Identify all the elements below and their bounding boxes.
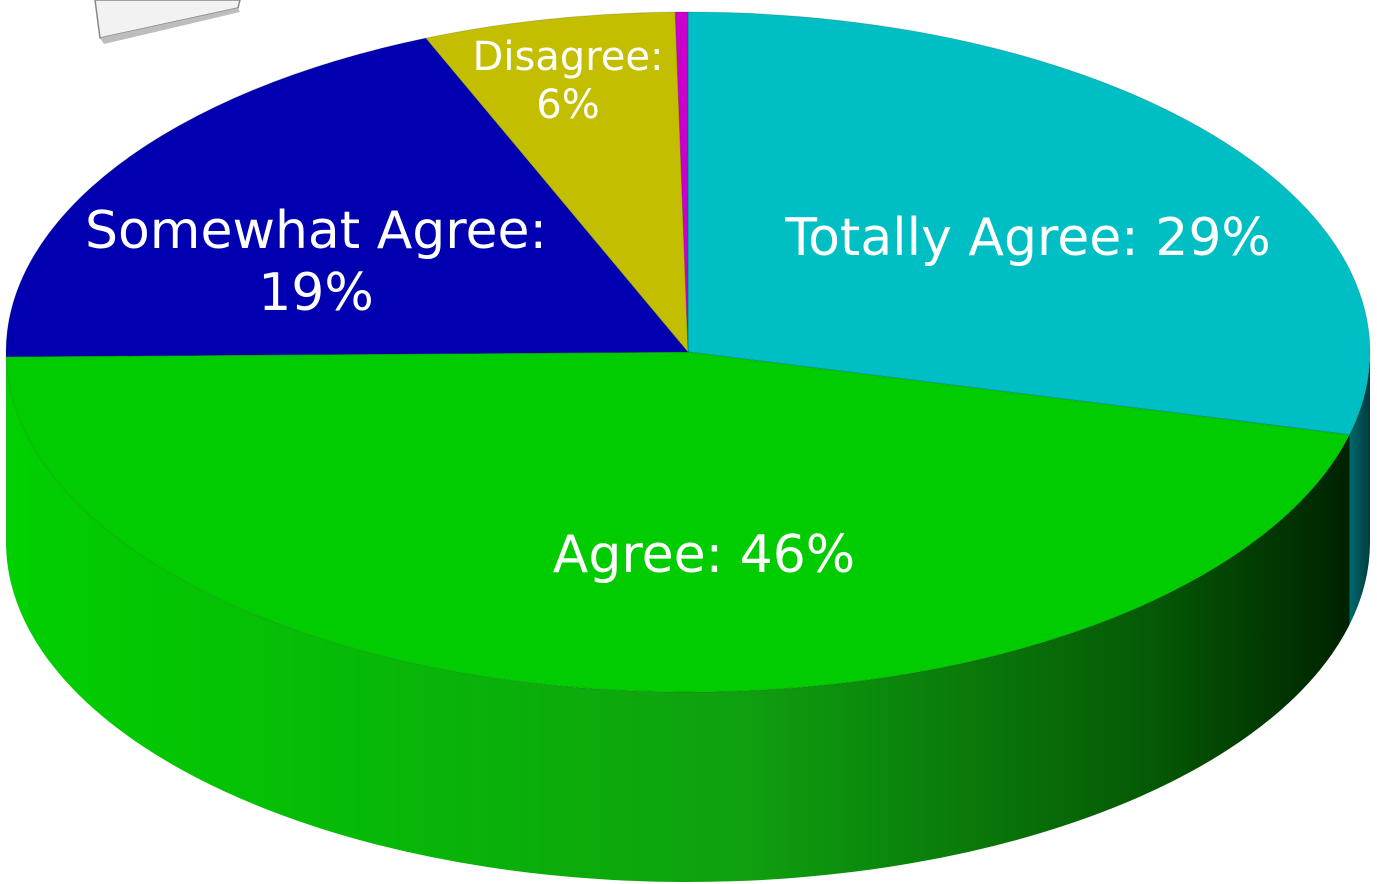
pie-sides — [6, 352, 1370, 883]
pie-slice-totally-agree — [687, 11, 1371, 436]
slice-label-agree: Agree: 46% — [553, 525, 855, 585]
pie-side-agree — [6, 356, 1350, 883]
slice-label-totally-agree: Totally Agree: 29% — [784, 208, 1271, 268]
pie-labels: Totally Agree: 29% Agree: 46% Somewhat Agr… — [85, 34, 1271, 585]
pie-slice-agree — [5, 351, 1351, 693]
pie-slice-somewhat-agree — [5, 37, 690, 358]
pie-tops — [5, 11, 1371, 693]
pie-side-totally-agree — [1349, 352, 1370, 625]
slice-label-somewhat-agree: Somewhat Agree: 19% — [85, 201, 547, 323]
paper-decoration — [94, 0, 241, 44]
pie-slice-slice-4 — [674, 11, 689, 353]
slice-label-disagree: Disagree: 6% — [473, 34, 664, 128]
pie-slice-disagree — [424, 11, 689, 354]
